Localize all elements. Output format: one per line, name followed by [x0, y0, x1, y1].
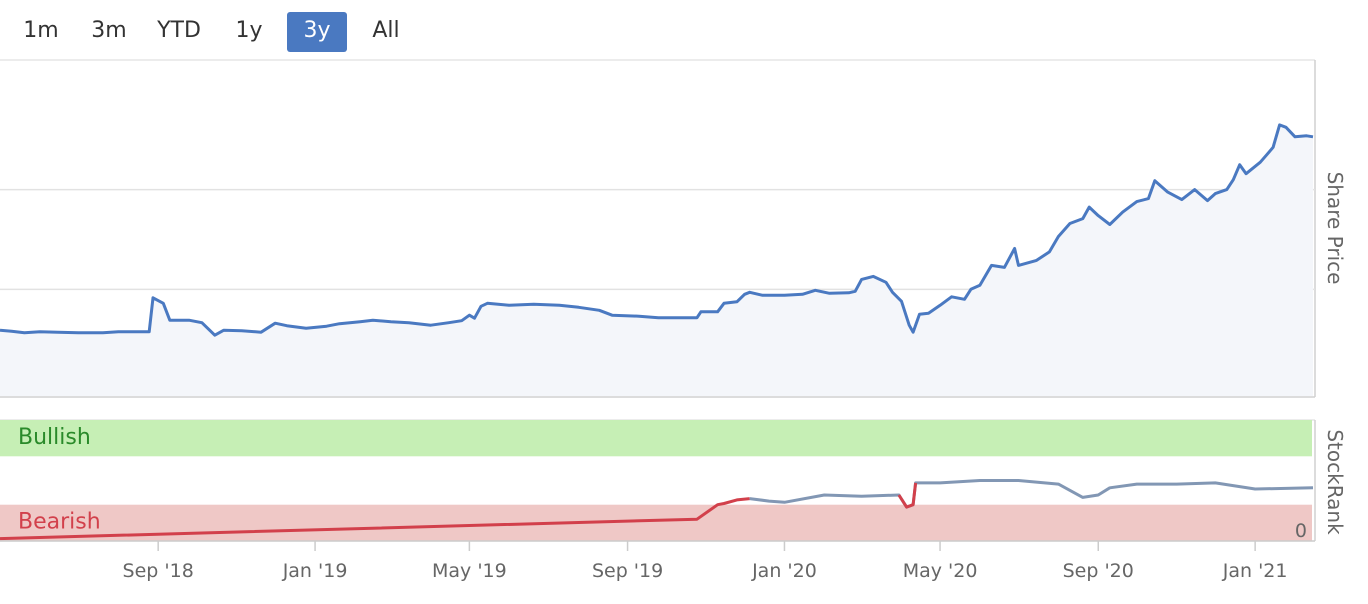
price-axis-title: Share Price: [1323, 172, 1347, 285]
range-button-1y[interactable]: 1y: [235, 18, 263, 43]
bullish-band: [0, 420, 1312, 457]
range-selector: 1m 3m YTD 1y 3y All: [0, 10, 460, 54]
x-axis-tick-label: Sep '18: [123, 560, 194, 582]
range-button-1m[interactable]: 1m: [23, 18, 59, 43]
rank-series-line-bearish: [0, 497, 750, 541]
price-series-line: [0, 123, 1314, 337]
range-button-all[interactable]: All: [372, 18, 400, 43]
x-axis-tick-label: May '19: [432, 560, 507, 582]
bearish-band-label: Bearish: [18, 510, 101, 535]
range-button-3y[interactable]: 3y: [287, 12, 347, 52]
bearish-band: [0, 504, 1312, 541]
rank-series-dip-bearish: [897, 482, 918, 509]
x-axis-tick-label: Jan '19: [282, 560, 348, 582]
x-axis-tick-label: May '20: [903, 560, 978, 582]
rank-axis-title: StockRank: [1323, 429, 1347, 535]
x-axis-tick-label: Sep '20: [1063, 560, 1134, 582]
range-button-ytd[interactable]: YTD: [157, 18, 201, 43]
rank-y-tick-label: 0: [1295, 520, 1307, 542]
range-button-3m[interactable]: 3m: [91, 18, 127, 43]
price-area-fill: [0, 124, 1313, 397]
x-axis-tick-label: Sep '19: [592, 560, 663, 582]
rank-series-line: [749, 479, 1314, 509]
x-axis-tick-label: Jan '20: [751, 560, 817, 582]
bullish-band-label: Bullish: [18, 425, 91, 450]
x-axis-tick-label: Jan '21: [1222, 560, 1288, 582]
